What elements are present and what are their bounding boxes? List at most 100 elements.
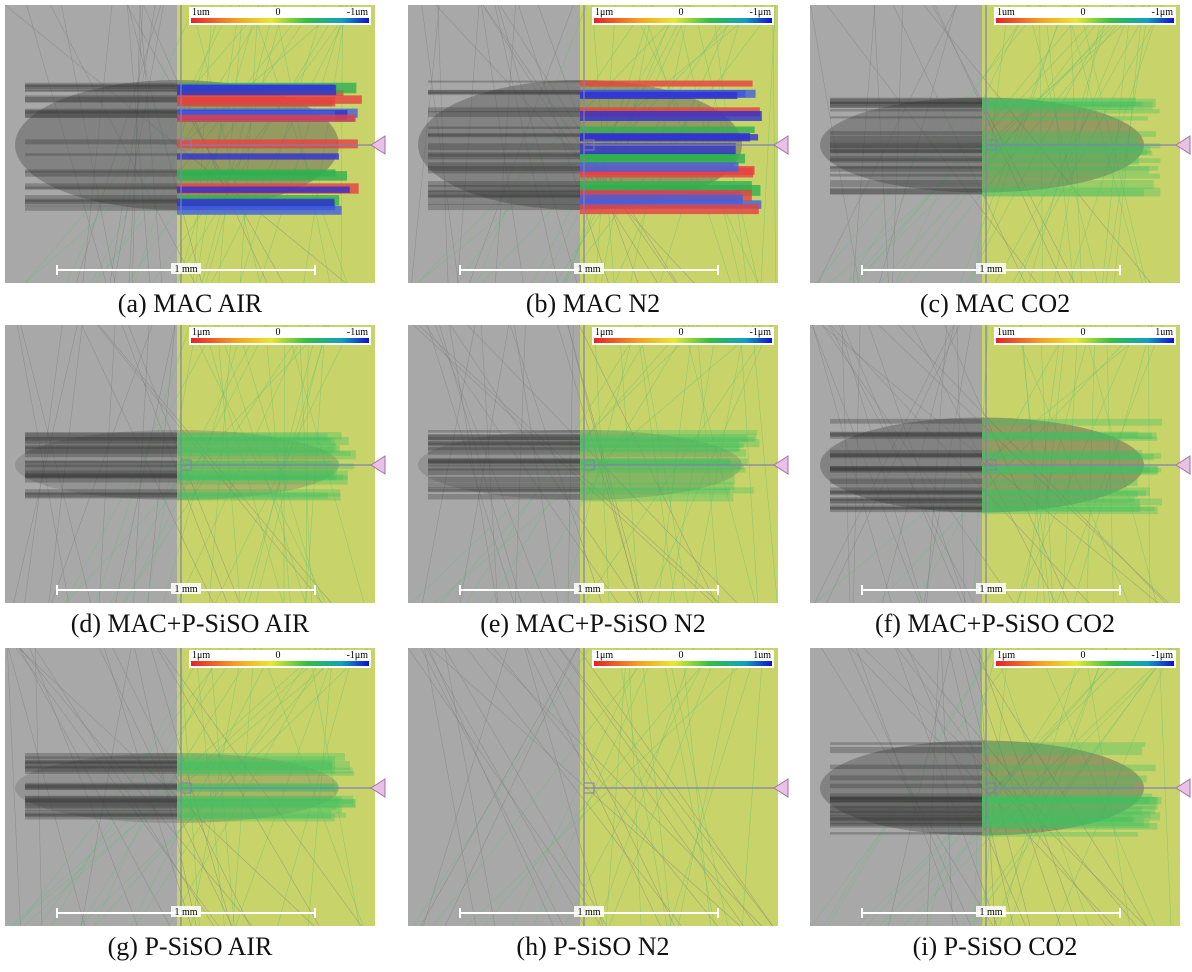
scratch [524,648,604,926]
wear-stripe [830,506,982,513]
wear-stripe [830,431,982,436]
wear-stripe [580,110,762,121]
panel: 1μm 0 -1μm 1 mm (e) MAC+P-SiSO N2 [408,325,793,639]
scratch [411,5,440,283]
wear-stripe [428,467,580,471]
colorbar [594,18,772,23]
scratch [425,325,619,603]
wear-stripe [177,464,337,473]
wear-stripe [428,442,580,447]
scratch [95,325,191,603]
wear-stripe [982,822,1158,830]
cursor-box [583,139,595,151]
wear-stripe [25,804,177,809]
wear-stripe [177,797,340,806]
scratch [696,325,720,603]
scratch [425,648,585,926]
colorbar-label: 1um [192,7,210,18]
scratch [868,325,967,603]
wear-stripe [830,466,982,471]
scratch [815,5,1043,283]
wear-stripe [25,445,177,451]
wear-stripe [25,765,177,768]
scratch [817,5,958,283]
wear-stripe [580,194,743,205]
scratch [408,648,602,926]
wear-stripe [25,799,177,806]
scratch [829,5,1146,283]
wear-stripe [580,132,751,142]
wear-stripe [830,478,982,484]
wear-stripe [25,436,177,444]
wear-stripe [177,765,336,774]
wear-stripe [830,150,982,154]
wear-stripe [428,437,580,441]
scratch [999,648,1083,926]
panel: 1um 0 -1um 1 mm (a) MAC AIR [5,5,390,319]
panel: 1μm 0 -1μm 1 mm (g) P-SiSO AIR [5,648,390,962]
scratch [133,325,150,603]
scratch [203,325,284,603]
scratch [751,325,778,603]
scratch [134,648,197,926]
wear-stripe [982,783,1135,791]
wear-stripe [428,487,580,492]
wear-stripe [25,442,177,450]
wear-stripe [982,796,1158,802]
wear-track-optical [820,417,1144,513]
wear-stripe [177,460,339,466]
scratch [948,648,1014,926]
scratch [559,648,773,926]
wear-stripe [25,797,177,804]
wear-stripe [830,453,982,457]
caption: (e) MAC+P-SiSO N2 [480,609,706,638]
wear-stripe [580,476,735,485]
scratch [857,5,1089,283]
wear-stripe [830,487,982,494]
scratch [1062,325,1079,603]
scratch [277,648,355,926]
scratch [64,325,217,603]
scratch [168,648,328,926]
scratch [960,5,1066,283]
scratch [567,325,574,603]
scratch [177,325,308,603]
wear-stripe [830,173,982,177]
wear-stripe [982,490,1146,497]
scratch [260,648,364,926]
wear-stripe [830,796,982,803]
wear-stripe [982,796,1162,805]
scale-label-box [171,583,201,594]
colorbar-label: 1μm [192,650,210,661]
optical-image [408,648,580,926]
scratch [923,325,972,603]
wear-stripe [982,466,1151,473]
wear-stripe [982,143,1161,149]
scratch [965,648,1061,926]
wear-stripe [982,805,1156,815]
scratch [24,325,63,603]
wear-stripe [428,493,580,500]
wear-stripe [177,438,335,446]
scratch [65,5,196,283]
scratch [892,5,1026,283]
wear-stripe [830,436,982,439]
scratch [657,325,694,603]
wear-stripe [830,796,982,801]
scratch [485,648,763,926]
wear-stripe [177,492,341,501]
wear-stripe [580,162,739,172]
wear-stripe [25,765,177,772]
wear-stripe [428,107,580,113]
scratch [898,5,1111,283]
wear-stripe [830,155,982,163]
scratch [923,5,1151,283]
wear-stripe [428,89,580,94]
scratch [855,648,959,926]
wear-stripe [428,458,580,464]
wear-stripe [830,149,982,154]
wear-stripe [428,91,580,96]
wear-stripe [580,434,757,441]
wear-stripe [830,805,982,813]
